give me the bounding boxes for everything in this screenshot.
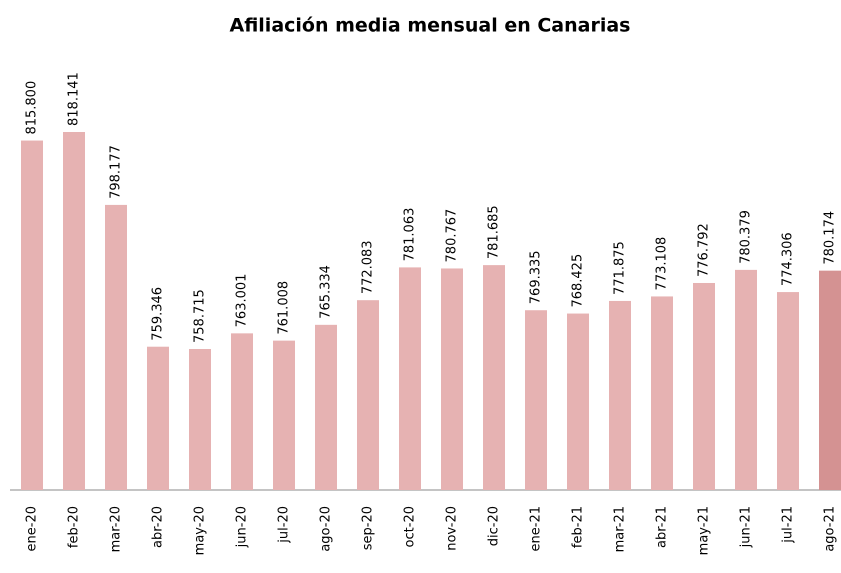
bar [147,346,169,490]
bar [483,265,505,490]
x-tick-label: may-21 [697,506,712,555]
value-label: 772.083 [361,240,376,294]
value-label: 818.141 [67,72,82,126]
x-tick-label: ago-21 [823,506,838,552]
bar [651,296,673,490]
value-label: 781.063 [403,208,418,262]
x-tick-label: jun-20 [235,506,250,548]
bar [777,292,799,490]
value-label: 769.335 [529,250,544,304]
x-tick-label: jul-21 [781,506,796,544]
value-label: 774.306 [781,232,796,286]
value-label: 768.425 [571,254,586,308]
bar [399,267,421,490]
chart-title: Afiliación media mensual en Canarias [230,15,631,37]
bar [21,140,43,490]
bar [189,349,211,490]
bar [273,340,295,490]
value-label: 815.800 [25,81,40,135]
value-label: 773.108 [655,237,670,291]
x-tick-label: ene-21 [529,506,544,551]
bar [693,282,715,490]
x-tick-label: mar-21 [613,506,628,552]
x-tick-label: feb-20 [67,506,82,548]
bar [609,300,631,490]
bar [105,204,127,490]
bar [231,333,253,490]
bar [567,313,589,490]
bar [735,269,757,490]
value-label: 776.792 [697,223,712,277]
x-tick-label: abr-20 [151,506,166,548]
x-tick-label: sep-20 [361,506,376,550]
value-label: 765.334 [319,265,334,319]
x-tick-label: feb-21 [571,506,586,548]
bar [315,324,337,490]
bar [819,270,841,490]
x-tick-label: abr-21 [655,506,670,548]
value-label: 763.001 [235,274,250,328]
value-label: 771.875 [613,241,628,295]
x-tick-label: oct-20 [403,506,418,547]
value-label: 761.008 [277,281,292,335]
bar [357,300,379,490]
value-label: 758.715 [193,289,208,343]
x-tick-label: may-20 [193,506,208,555]
bar [441,268,463,490]
x-tick-label: nov-20 [445,506,460,551]
value-label: 798.177 [109,145,124,199]
bar [525,310,547,490]
x-tick-label: mar-20 [109,506,124,552]
x-tick-label: dic-20 [487,506,502,546]
value-label: 780.174 [823,211,838,265]
value-label: 780.767 [445,209,460,263]
value-label: 781.685 [487,205,502,259]
x-tick-label: ene-20 [25,506,40,551]
value-label: 780.379 [739,210,754,264]
value-label: 759.346 [151,287,166,341]
x-tick-label: jun-21 [739,506,754,548]
x-tick-label: jul-20 [277,506,292,544]
x-tick-label: ago-20 [319,506,334,552]
bar [63,132,85,490]
